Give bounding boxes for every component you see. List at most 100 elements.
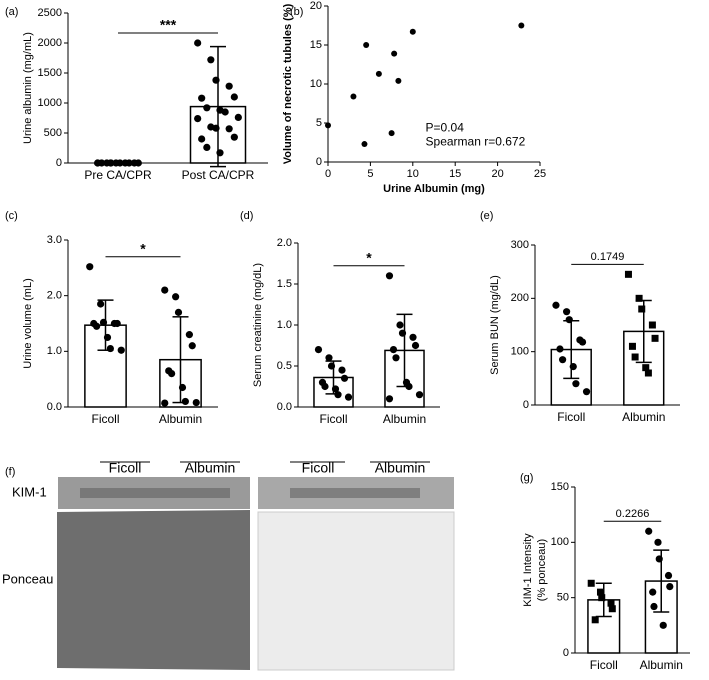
data-point <box>174 308 183 316</box>
y-tick-label: 0 <box>316 156 322 168</box>
y-tick-label: 0.0 <box>277 401 292 413</box>
data-point <box>396 321 404 329</box>
data-point <box>578 338 587 346</box>
y-tick-label: 50 <box>557 592 569 604</box>
x-tick-label: Ficoll <box>319 412 347 426</box>
y-axis-label: Serum BUN (mg/dL) <box>489 275 501 375</box>
x-tick-label: 20 <box>491 168 503 180</box>
y-tick-label: 0.0 <box>47 401 62 413</box>
row-label: KIM-1 <box>12 484 47 499</box>
y-tick-label: 1500 <box>38 67 62 79</box>
data-point <box>664 571 673 580</box>
significance-label: *** <box>160 17 177 33</box>
x-tick-label: Post CA/CPR <box>182 168 255 182</box>
data-point <box>116 159 124 167</box>
data-point <box>103 333 112 342</box>
data-point <box>385 395 394 403</box>
x-tick-label: Albumin <box>159 412 202 426</box>
y-axis-label: Serum creatinine (mg/dL) <box>252 263 264 387</box>
significance-label: * <box>140 240 146 256</box>
y-tick-label: 500 <box>44 127 62 139</box>
lane-group: Ficoll <box>302 460 335 476</box>
panel-label: (c) <box>5 210 18 222</box>
y-tick-label: 0 <box>56 157 62 169</box>
lane-group: Ficoll <box>109 460 142 476</box>
ponceau-blot-left <box>57 510 250 670</box>
y-tick-label: 0.5 <box>277 360 292 372</box>
data-point <box>234 113 242 121</box>
y-axis-label: Urine volume (mL) <box>22 278 34 368</box>
data-point <box>198 135 206 143</box>
data-point <box>391 50 398 57</box>
data-point <box>389 346 398 354</box>
data-point <box>181 397 189 406</box>
data-point <box>185 331 193 339</box>
y-axis-label: KIM-1 Intensity <box>522 533 534 607</box>
row-label: Ponceau <box>2 571 53 586</box>
data-point <box>596 588 604 596</box>
data-point <box>649 588 657 596</box>
data-point <box>559 356 567 364</box>
data-point <box>107 159 115 167</box>
data-point <box>635 294 643 302</box>
data-point <box>106 344 114 353</box>
x-tick-label: 15 <box>449 168 461 180</box>
data-point <box>212 124 220 132</box>
data-point <box>203 143 211 151</box>
panel-label: (f) <box>5 466 15 478</box>
data-point <box>178 383 187 392</box>
data-point <box>327 362 336 370</box>
data-point <box>198 94 206 102</box>
data-point <box>666 583 674 591</box>
data-point <box>631 353 639 361</box>
annotation: P=0.04 <box>426 121 465 135</box>
panel-label: (d) <box>240 210 253 222</box>
y-tick-label: 200 <box>511 292 529 304</box>
data-point <box>216 149 224 157</box>
data-point <box>344 393 353 401</box>
data-point <box>405 382 413 391</box>
data-point <box>113 319 121 328</box>
error-bar <box>210 45 226 168</box>
data-point <box>582 388 591 396</box>
data-point <box>552 301 560 309</box>
x-tick-label: 25 <box>534 168 546 180</box>
x-tick-label: Ficoll <box>557 410 585 424</box>
x-tick-label: Albumin <box>383 412 426 426</box>
y-tick-label: 0 <box>563 647 569 659</box>
data-point <box>563 308 571 316</box>
data-point <box>86 263 94 271</box>
y-tick-label: 2000 <box>38 37 62 49</box>
y-tick-label: 1000 <box>38 97 62 109</box>
data-point <box>230 93 238 101</box>
y-tick-label: 0 <box>523 399 529 411</box>
ponceau-blot-right <box>257 511 455 671</box>
data-point <box>572 380 580 388</box>
y-tick-label: 3.0 <box>47 234 62 246</box>
data-point <box>338 366 346 374</box>
y-tick-label: 2.0 <box>277 237 292 249</box>
y-tick-label: 10 <box>310 78 322 90</box>
significance-label: * <box>366 250 372 266</box>
data-point <box>172 293 180 301</box>
x-tick-label: Pre CA/CPR <box>84 168 152 182</box>
data-point <box>648 321 656 329</box>
data-point <box>94 159 102 167</box>
kim1-bands-left <box>80 488 230 498</box>
y-tick-label: 150 <box>551 481 569 493</box>
y-axis-label: Urine albumin (mg/mL) <box>22 32 34 144</box>
significance-label: 0.2266 <box>616 508 650 520</box>
x-tick-label: 0 <box>325 168 331 180</box>
data-point <box>325 354 333 362</box>
x-axis-label: Urine Albumin (mg) <box>383 183 485 195</box>
data-point <box>99 318 108 326</box>
data-point <box>203 104 211 112</box>
annotation: Spearman r=0.672 <box>426 135 526 149</box>
data-point <box>385 272 394 280</box>
data-point <box>569 363 577 371</box>
data-point <box>518 22 525 29</box>
data-point <box>212 76 220 84</box>
data-point <box>194 115 202 123</box>
data-point <box>409 333 417 341</box>
y-tick-label: 2500 <box>38 7 62 19</box>
